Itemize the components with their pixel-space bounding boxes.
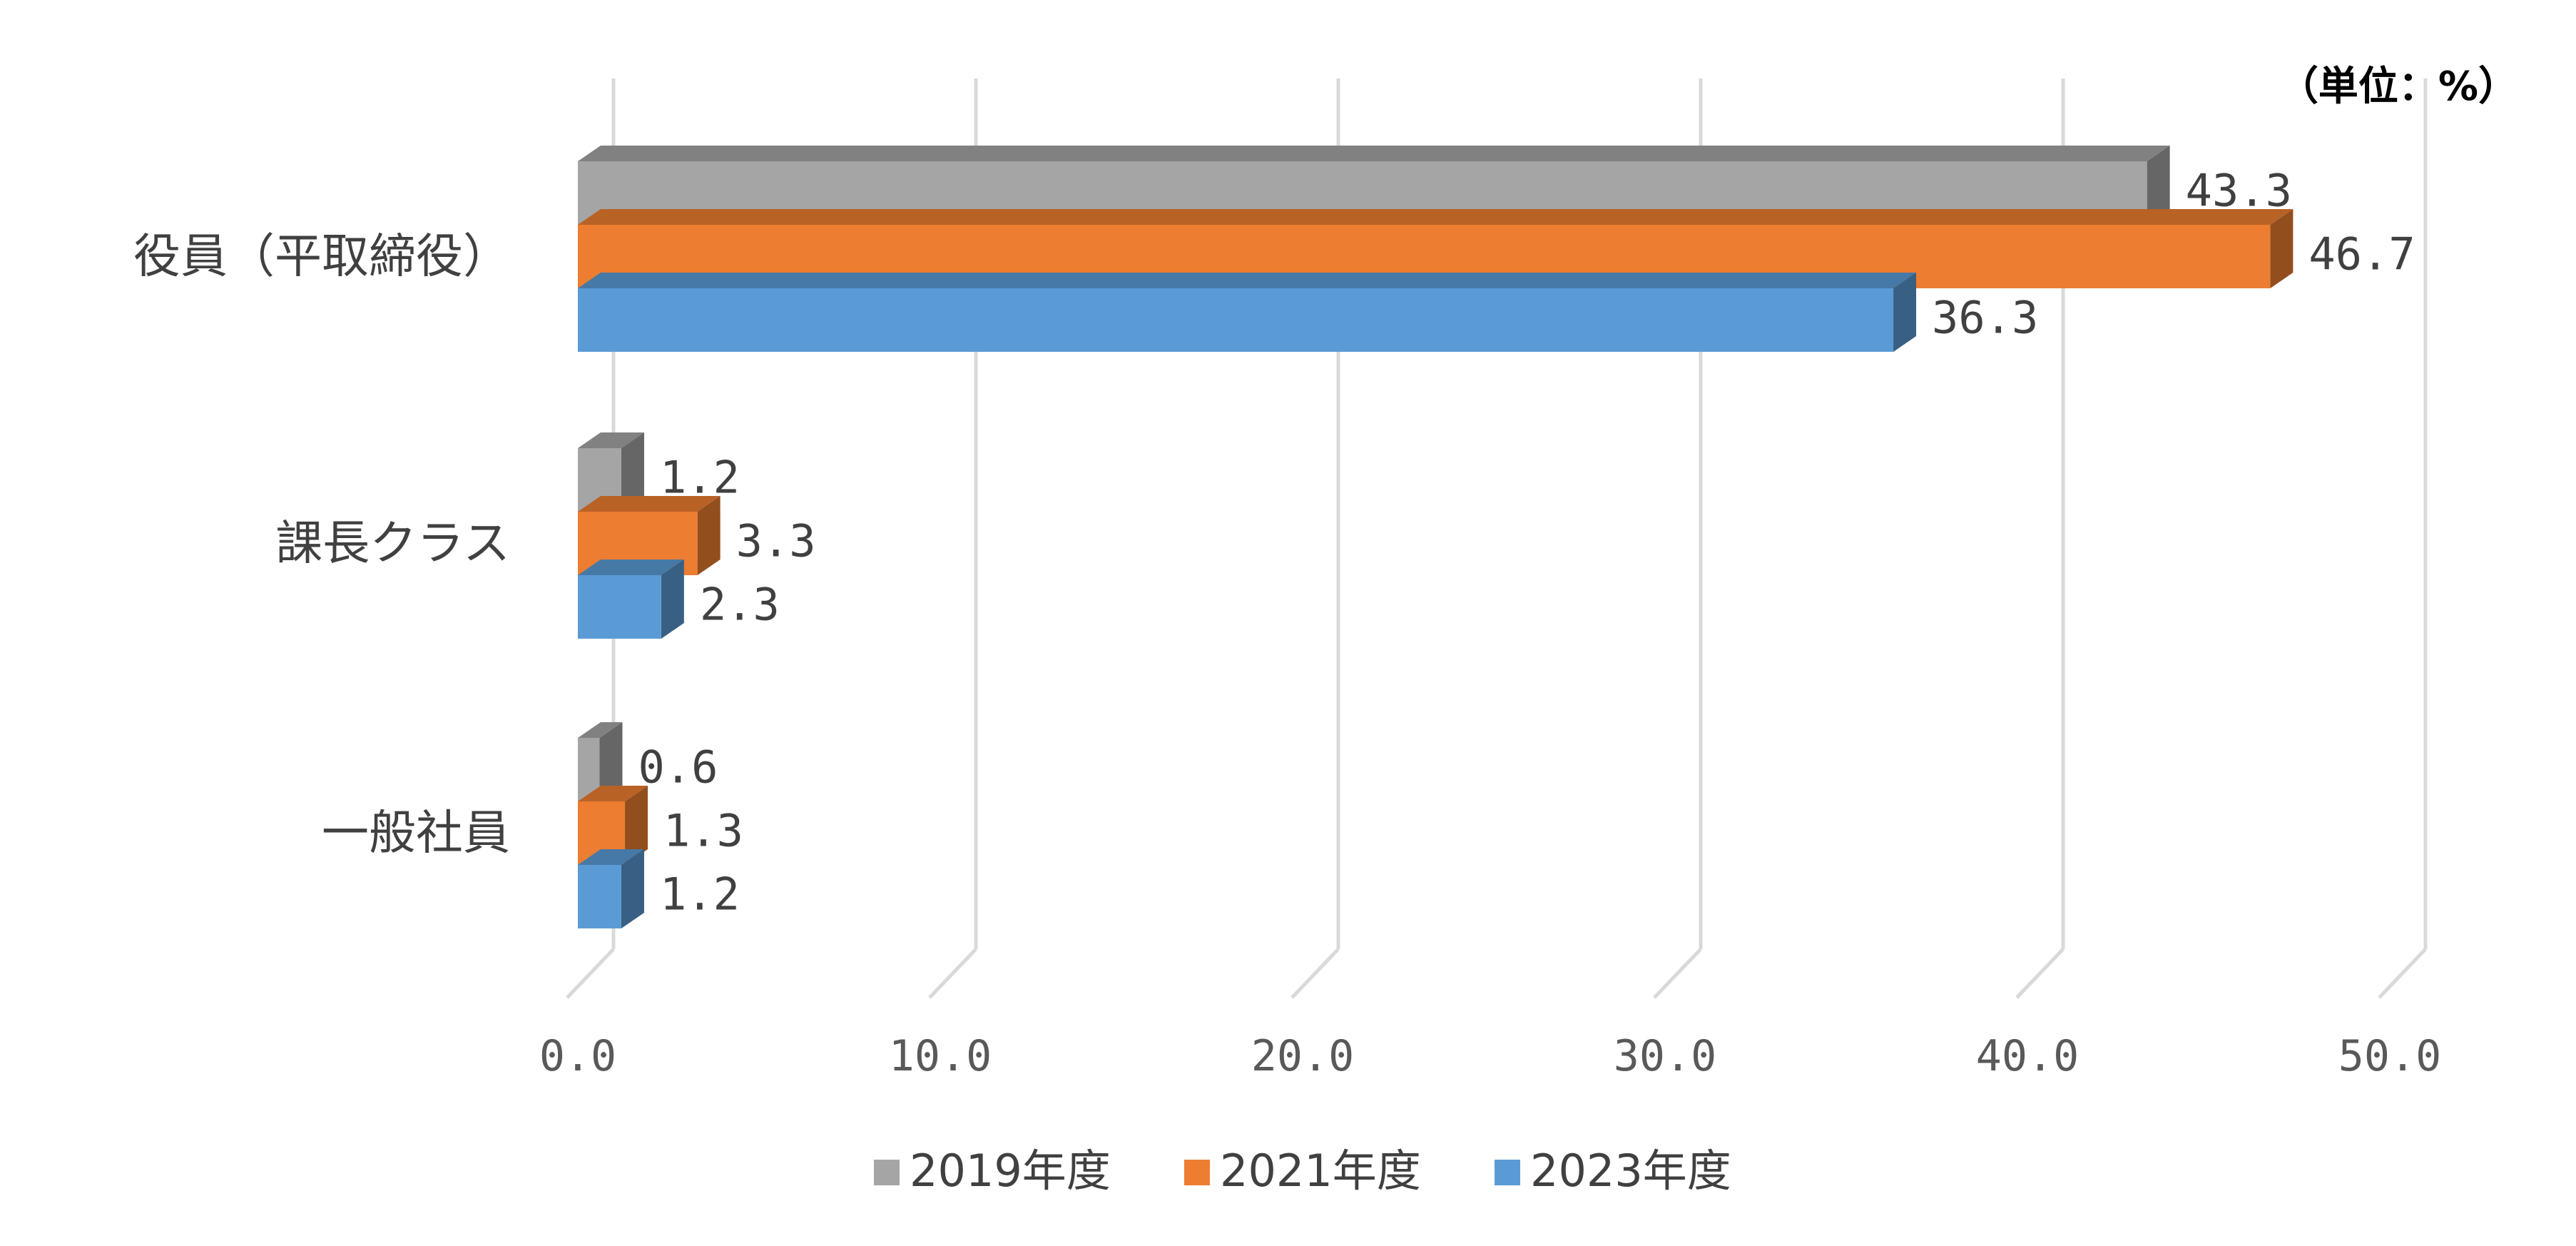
bar-side-face (599, 722, 623, 801)
bar-side-face (661, 559, 684, 639)
bar-side-face (1893, 273, 1917, 352)
data-label: 1.2 (660, 868, 740, 921)
gridline-floor (928, 948, 977, 999)
data-label: 2.3 (700, 579, 780, 631)
data-label: 1.3 (663, 805, 743, 857)
legend-label: 2023年度 (1530, 1145, 1731, 1197)
bar-side-face (621, 432, 644, 512)
legend-swatch (1184, 1160, 1210, 1185)
data-label: 46.7 (2308, 228, 2415, 280)
unit-label: （単位：%） (2279, 64, 2518, 110)
gridline-floor (1290, 948, 1340, 999)
value-labels: 43.3 46.7 36.3 1.2 3.3 2.3 0.6 1.3 1.2 (638, 165, 2415, 921)
bar-top-face (578, 849, 644, 865)
x-tick-label: 50.0 (2338, 1031, 2442, 1081)
bar-top-face (578, 273, 1917, 288)
bar (578, 722, 623, 801)
x-tick-label: 10.0 (889, 1031, 992, 1081)
legend-item: 2023年度 (1495, 1145, 1731, 1197)
gridline-floor (566, 948, 615, 999)
bar (578, 559, 684, 639)
legend-label: 2019年度 (910, 1145, 1111, 1197)
bar-front-face (578, 575, 661, 639)
bar (578, 273, 1917, 352)
bar-top-face (578, 786, 648, 801)
x-axis-ticks: 0.0 10.0 20.0 30.0 40.0 50.0 (539, 1031, 2441, 1081)
gridline-floor (1653, 948, 1702, 999)
data-label: 1.2 (660, 452, 740, 504)
bar-top-face (578, 146, 2170, 161)
legend-label: 2021年度 (1220, 1145, 1421, 1197)
bar-top-face (578, 496, 721, 512)
gridline-floor (2015, 948, 2065, 999)
legend: 2019年度 2021年度 2023年度 (874, 1145, 1731, 1197)
x-tick-label: 0.0 (539, 1031, 616, 1081)
bar-top-face (578, 722, 623, 738)
category-label: 役員（平取締役） (133, 229, 510, 284)
legend-item: 2019年度 (874, 1145, 1111, 1197)
bars (578, 146, 2294, 928)
bar-top-face (578, 432, 644, 448)
bar-side-face (625, 786, 648, 865)
bar (578, 849, 644, 928)
data-label: 0.6 (638, 741, 718, 794)
bar-front-face (578, 865, 621, 928)
bar-front-face (578, 288, 1894, 352)
bar-top-face (578, 559, 684, 575)
x-tick-label: 40.0 (1976, 1031, 2079, 1081)
legend-swatch (874, 1160, 900, 1185)
category-label: 一般社員 (322, 806, 510, 861)
category-label: 課長クラス (275, 516, 510, 571)
gridline-floor (2378, 948, 2427, 999)
bar-side-face (697, 496, 721, 575)
x-tick-label: 30.0 (1614, 1031, 1717, 1081)
data-label: 3.3 (736, 515, 816, 567)
x-tick-label: 20.0 (1251, 1031, 1355, 1081)
bar-top-face (578, 209, 2294, 225)
bar-side-face (2270, 209, 2294, 288)
bar (578, 432, 644, 512)
data-label: 43.3 (2186, 165, 2292, 217)
bar-side-face (621, 849, 644, 928)
legend-swatch (1495, 1160, 1520, 1185)
data-label: 36.3 (1932, 292, 2038, 344)
legend-item: 2021年度 (1184, 1145, 1421, 1197)
bar-side-face (2147, 146, 2170, 225)
